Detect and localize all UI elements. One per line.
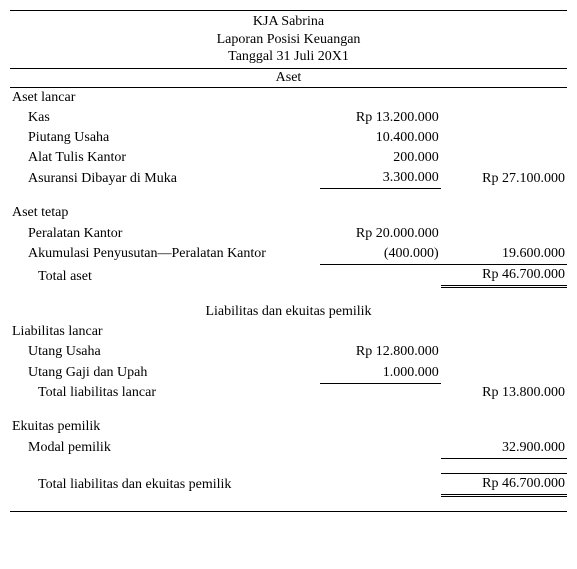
assets-section-title: Aset [10,69,567,88]
prepaid-value: 3.300.000 [320,168,441,189]
total-assets-value: Rp 46.700.000 [441,265,567,287]
bottom-rule [10,507,567,512]
capital-label: Modal pemilik [10,438,320,459]
accdep-label: Akumulasi Penyusutan—Peralatan Kantor [10,244,320,265]
liab-equity-table: Liabilitas lancar Utang Usaha Rp 12.800.… [10,322,567,497]
equip-value: Rp 20.000.000 [320,224,441,244]
total-current-liab-label: Total liabilitas lancar [10,383,320,403]
section-gap [10,288,567,302]
wages-value: 1.000.000 [320,363,441,384]
equip-label: Peralatan Kantor [10,224,320,244]
fixed-assets-heading: Aset tetap [10,203,320,223]
current-liab-heading: Liabilitas lancar [10,322,320,342]
total-liab-equity-label: Total liabilitas dan ekuitas pemilik [10,473,320,495]
cash-label: Kas [10,108,320,128]
liab-equity-section-title: Liabilitas dan ekuitas pemilik [10,302,567,322]
report-title: Laporan Posisi Keuangan [10,31,567,49]
supplies-value: 200.000 [320,148,441,168]
accdep-value: (400.000) [320,244,441,265]
ar-label: Piutang Usaha [10,128,320,148]
total-assets-label: Total aset [10,265,320,287]
company-name: KJA Sabrina [10,13,567,31]
total-current-liab-value: Rp 13.800.000 [441,383,567,403]
report-date: Tanggal 31 Juli 20X1 [10,48,567,66]
wages-label: Utang Gaji dan Upah [10,363,320,384]
assets-table: Aset lancar Kas Rp 13.200.000 Piutang Us… [10,88,567,289]
supplies-label: Alat Tulis Kantor [10,148,320,168]
ar-value: 10.400.000 [320,128,441,148]
ap-value: Rp 12.800.000 [320,342,441,362]
equity-heading: Ekuitas pemilik [10,417,320,437]
fixed-assets-net: 19.600.000 [441,244,567,265]
current-assets-heading: Aset lancar [10,88,320,108]
ap-label: Utang Usaha [10,342,320,362]
bottom-gap [10,497,567,507]
report-header: KJA Sabrina Laporan Posisi Keuangan Tang… [10,10,567,69]
total-liab-equity-value: Rp 46.700.000 [441,473,567,495]
cash-value: Rp 13.200.000 [320,108,441,128]
prepaid-label: Asuransi Dibayar di Muka [10,168,320,189]
balance-sheet: KJA Sabrina Laporan Posisi Keuangan Tang… [10,10,567,512]
capital-value: 32.900.000 [441,438,567,459]
current-assets-total: Rp 27.100.000 [441,168,567,189]
